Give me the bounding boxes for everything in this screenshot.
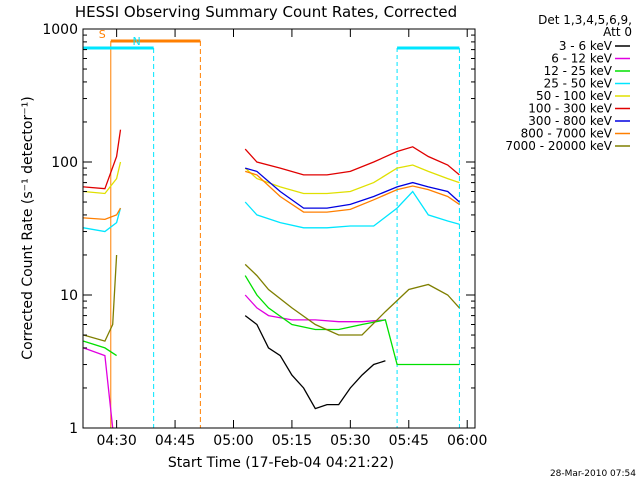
x-tick-label: 05:30 (330, 433, 370, 449)
annotation-label-n: N (132, 35, 140, 48)
footer-date: 28-Mar-2010 07:54 (550, 469, 636, 479)
annotation-label-s: S (99, 28, 106, 41)
series-line-6-12-kev (244, 294, 386, 323)
legend-label-50-100-kev: 50 - 100 keV (536, 89, 613, 103)
x-tick-label: 05:45 (389, 433, 429, 449)
series-line-800-7000-kev (83, 207, 122, 221)
legend-label-12-25-kev: 12 - 25 keV (544, 64, 613, 78)
legend-label-800-7000-kev: 800 - 7000 keV (521, 127, 613, 141)
plot-area: SN (82, 28, 460, 429)
legend-label-6-12-kev: 6 - 12 keV (551, 52, 613, 66)
y-tick-label: 100 (51, 155, 78, 171)
series-line-50-100-kev (244, 164, 460, 195)
series-line-100-300-kev (244, 146, 460, 176)
series-line-25-50-kev (83, 207, 122, 233)
legend-label-100-300-kev: 100 - 300 keV (528, 102, 612, 116)
legend-label-300-800-kev: 300 - 800 keV (528, 114, 612, 128)
series-line-12-25-kev (83, 340, 117, 357)
series-line-12-25-kev (244, 275, 460, 366)
chart-title: HESSI Observing Summary Count Rates, Cor… (75, 3, 457, 21)
x-tick-label: 05:00 (213, 433, 253, 449)
y-tick-label: 1000 (42, 22, 78, 38)
x-tick-label: 04:45 (155, 433, 195, 449)
x-tick-label: 04:30 (96, 433, 136, 449)
series-line-50-100-kev (83, 161, 122, 195)
y-axis-label: Corrected Count Rate (s⁻¹ detector⁻¹) (20, 96, 36, 359)
series-line-7000-20000-kev (83, 254, 118, 342)
series-line-6-12-kev (83, 347, 114, 429)
series-line-800-7000-kev (245, 170, 460, 213)
legend-header-line: Det 1,3,4,5,6,9, (538, 13, 632, 27)
legend-label-7000-20000-kev: 7000 - 20000 keV (505, 139, 612, 153)
axes: 04:30 04:45 05:00 05:15 05:30 05:45 06:00 1 10 10… (42, 22, 487, 449)
x-tick-label: 06:00 (447, 433, 487, 449)
legend-label-3-6-kev: 3 - 6 keV (559, 39, 613, 53)
series-line-3-6-kev (244, 315, 386, 410)
x-tick-label: 05:15 (272, 433, 312, 449)
series-line-300-800-kev (245, 167, 460, 209)
plot-frame (82, 28, 476, 429)
x-axis-label: Start Time (17-Feb-04 04:21:22) (168, 455, 394, 471)
legend-header-line: Att 0 (603, 25, 632, 39)
series-line-100-300-kev (83, 129, 122, 190)
series-line-25-50-kev (244, 190, 460, 229)
series-line-7000-20000-kev (244, 263, 460, 336)
legend-label-25-50-kev: 25 - 50 keV (544, 77, 613, 91)
y-tick-label: 1 (69, 421, 78, 437)
y-tick-label: 10 (60, 288, 78, 304)
